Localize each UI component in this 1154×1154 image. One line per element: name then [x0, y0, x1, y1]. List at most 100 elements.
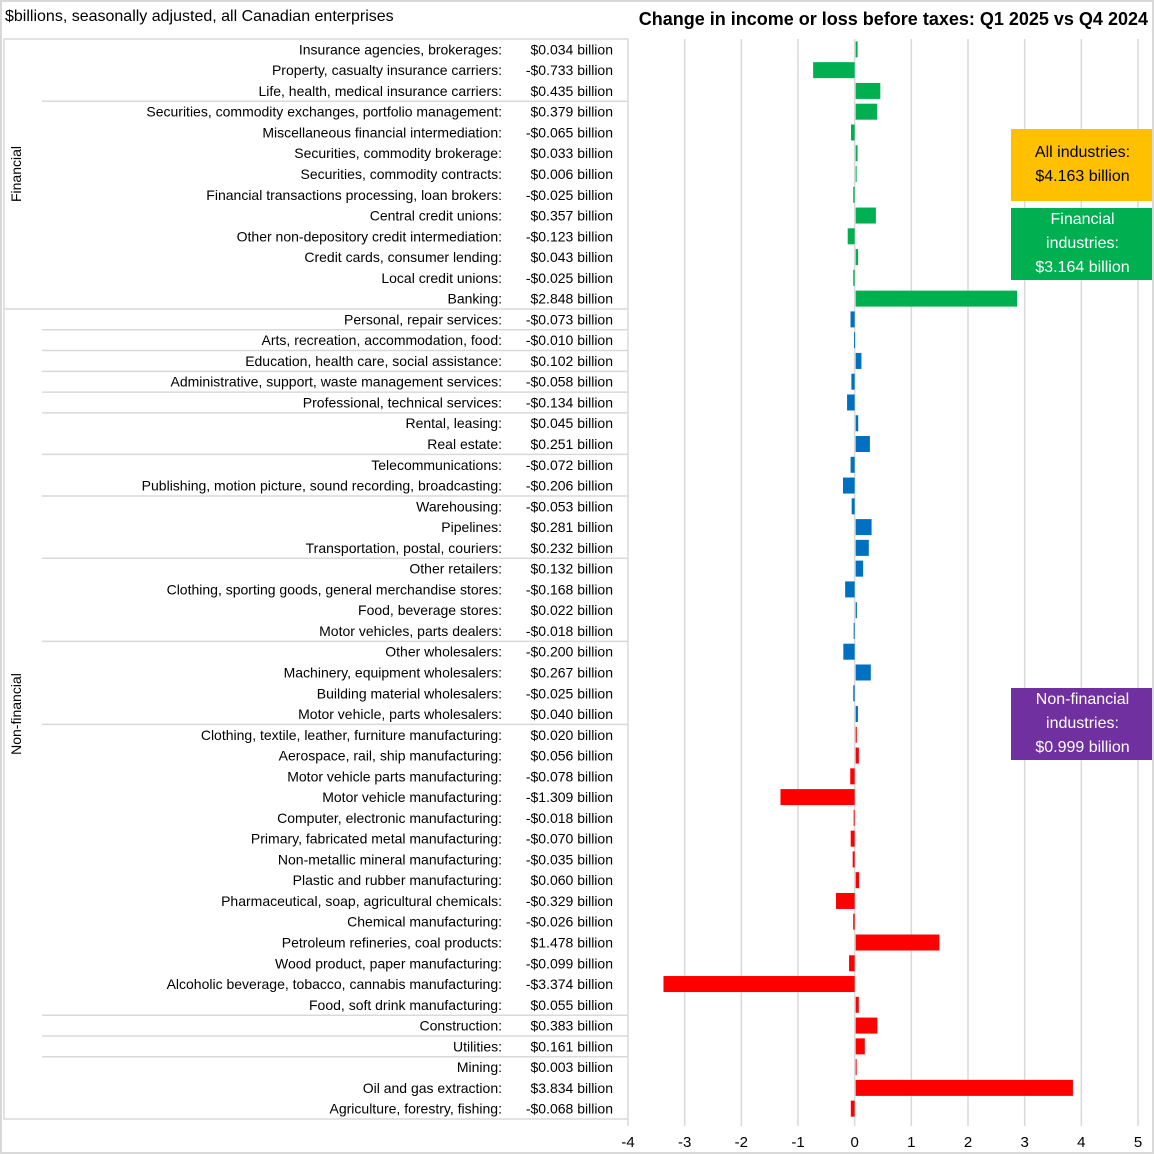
value-label: $0.383 billion: [530, 1018, 613, 1034]
category-label: Motor vehicles, parts dealers:: [319, 623, 502, 639]
value-label: $0.267 billion: [530, 664, 613, 680]
value-label: $0.435 billion: [530, 83, 613, 99]
category-label: Computer, electronic manufacturing:: [277, 810, 502, 826]
value-label: -$0.134 billion: [526, 394, 613, 410]
bar: [855, 41, 858, 58]
category-label: Pipelines:: [441, 519, 502, 535]
category-label: Insurance agencies, brokerages:: [299, 41, 502, 57]
value-label: $3.834 billion: [530, 1080, 613, 1096]
value-label: $0.040 billion: [530, 706, 613, 722]
value-label: $0.251 billion: [530, 436, 613, 452]
annotation-line: $0.999 billion: [1035, 739, 1130, 756]
value-label: $1.478 billion: [530, 934, 613, 950]
category-label: Publishing, motion picture, sound record…: [142, 478, 502, 494]
bar: [836, 892, 855, 909]
category-label: Food, beverage stores:: [358, 602, 502, 618]
category-label: Financial transactions processing, loan …: [206, 187, 502, 203]
bar: [849, 955, 855, 972]
value-label: -$0.099 billion: [526, 955, 613, 971]
category-label: Alcoholic beverage, tobacco, cannabis ma…: [167, 976, 502, 992]
value-label: -$0.025 billion: [526, 187, 613, 203]
category-label: Motor vehicle manufacturing:: [322, 789, 502, 805]
x-tick-label: -1: [791, 1134, 804, 1151]
bar: [855, 560, 864, 577]
category-label: Pharmaceutical, soap, agricultural chemi…: [221, 893, 502, 909]
bar: [855, 145, 858, 162]
value-label: $0.056 billion: [530, 748, 613, 764]
category-label: Oil and gas extraction:: [363, 1080, 502, 1096]
value-label: $0.161 billion: [530, 1038, 613, 1054]
x-tick-label: -3: [678, 1134, 691, 1151]
bar: [850, 124, 855, 141]
bar: [855, 539, 869, 556]
bar: [852, 851, 855, 868]
category-label: Food, soft drink manufacturing:: [309, 997, 502, 1013]
bar: [855, 1038, 865, 1055]
value-label: $2.848 billion: [530, 291, 613, 307]
value-label: -$0.329 billion: [526, 893, 613, 909]
bar: [853, 913, 855, 930]
value-label: -$0.025 billion: [526, 270, 613, 286]
category-label: Utilities:: [453, 1038, 502, 1054]
category-label: Banking:: [448, 291, 502, 307]
bar: [853, 269, 855, 286]
bar: [813, 62, 855, 79]
bar: [855, 602, 857, 619]
bar: [855, 166, 857, 183]
value-label: -$0.010 billion: [526, 332, 613, 348]
category-label: Other retailers:: [409, 561, 502, 577]
category-label: Securities, commodity contracts:: [300, 166, 502, 182]
x-tick-label: 2: [964, 1134, 972, 1151]
value-label: $0.357 billion: [530, 208, 613, 224]
value-label: $0.132 billion: [530, 561, 613, 577]
value-label: -$0.073 billion: [526, 311, 613, 327]
value-label: -$0.733 billion: [526, 62, 613, 78]
bar: [850, 456, 855, 473]
category-label: Telecommunications:: [371, 457, 502, 473]
x-tick-label: 3: [1020, 1134, 1028, 1151]
category-label: Education, health care, social assistanc…: [245, 353, 502, 369]
bar: [855, 519, 872, 536]
bar: [855, 726, 857, 743]
bar: [855, 436, 870, 453]
category-label: Administrative, support, waste managemen…: [171, 374, 502, 390]
value-label: -$0.018 billion: [526, 623, 613, 639]
bar: [842, 477, 855, 494]
bar: [850, 1100, 855, 1117]
category-label: Wood product, paper manufacturing:: [275, 955, 502, 971]
category-label: Construction:: [420, 1018, 502, 1034]
bar: [855, 996, 859, 1013]
value-label: -$0.058 billion: [526, 374, 613, 390]
annotation-financial-industries: Financial industries: $3.164 billion: [1011, 208, 1152, 280]
category-label: Other wholesalers:: [385, 644, 502, 660]
category-label: Local credit unions:: [381, 270, 502, 286]
category-label: Warehousing:: [416, 498, 502, 514]
chart-title: Change in income or loss before taxes: Q…: [638, 9, 1148, 29]
bar: [855, 207, 876, 224]
value-label: $0.060 billion: [530, 872, 613, 888]
value-label: $0.379 billion: [530, 104, 613, 120]
bar: [851, 373, 855, 390]
bar: [855, 1017, 878, 1034]
category-label: Petroleum refineries, coal products:: [282, 934, 502, 950]
bar: [847, 228, 855, 245]
value-label: -$0.200 billion: [526, 644, 613, 660]
bar: [855, 747, 859, 764]
category-label: Non-metallic mineral manufacturing:: [278, 851, 502, 867]
value-label: $0.034 billion: [530, 41, 613, 57]
value-label: -$0.078 billion: [526, 768, 613, 784]
bar: [780, 789, 855, 806]
x-tick-label: 0: [850, 1134, 858, 1151]
bar: [855, 872, 860, 889]
value-label: $0.033 billion: [530, 145, 613, 161]
bar: [855, 82, 881, 99]
annotation-line: Financial: [1050, 211, 1115, 228]
value-label: -$0.072 billion: [526, 457, 613, 473]
annotation-line: $4.163 billion: [1035, 168, 1130, 185]
value-label: $0.020 billion: [530, 727, 613, 743]
x-tick-label: 4: [1077, 1134, 1085, 1151]
category-label: Credit cards, consumer lending:: [304, 249, 502, 265]
bar: [855, 415, 859, 432]
value-label: $0.022 billion: [530, 602, 613, 618]
bar: [851, 498, 855, 515]
